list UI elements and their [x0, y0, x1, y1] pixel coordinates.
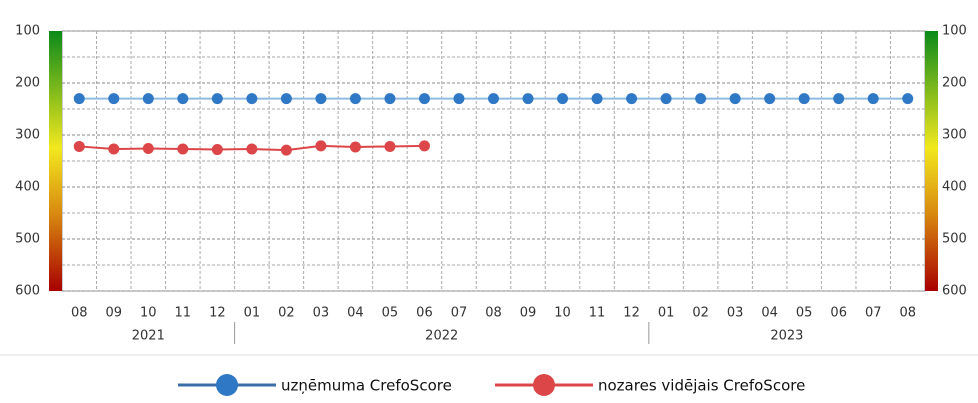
y-tick-label: 600 [15, 284, 40, 299]
data-point [108, 93, 120, 105]
x-tick-label: 05 [382, 306, 399, 321]
x-tick-label: 02 [278, 306, 295, 321]
legend-marker [533, 374, 555, 396]
data-point [280, 144, 292, 156]
y-tick-label: 400 [15, 180, 40, 195]
data-point [418, 140, 430, 152]
y-tick-label: 200 [15, 76, 40, 91]
data-point [315, 140, 327, 152]
year-label: 2021 [132, 329, 165, 344]
data-point [177, 93, 189, 105]
x-tick-label: 09 [520, 306, 537, 321]
y2-tick-label: 600 [942, 284, 967, 299]
year-label: 2023 [770, 329, 803, 344]
x-tick-label: 02 [692, 306, 709, 321]
x-tick-label: 10 [140, 306, 157, 321]
y2-tick-label: 100 [942, 24, 967, 39]
legend: uzņēmuma CrefoScore nozares vidējais Cref… [178, 374, 805, 396]
x-tick-label: 08 [71, 306, 88, 321]
data-point [418, 93, 430, 105]
x-tick-label: 07 [451, 306, 468, 321]
data-point [349, 141, 361, 153]
y2-tick-label: 200 [942, 76, 967, 91]
x-tick-label: 01 [658, 306, 675, 321]
data-point [142, 143, 154, 155]
y-tick-label: 500 [15, 232, 40, 247]
data-point [315, 93, 327, 105]
x-tick-label: 12 [623, 306, 640, 321]
x-tick-label: 05 [796, 306, 813, 321]
data-point [867, 93, 879, 105]
data-point [557, 93, 569, 105]
x-tick-label: 01 [244, 306, 261, 321]
x-tick-label: 11 [175, 306, 192, 321]
data-point [246, 93, 258, 105]
x-tick-label: 11 [589, 306, 606, 321]
x-tick-label: 06 [830, 306, 847, 321]
data-point [349, 93, 361, 105]
x-tick-label: 08 [899, 306, 916, 321]
x-tick-label: 12 [209, 306, 226, 321]
data-point [142, 93, 154, 105]
legend-marker [216, 374, 238, 396]
data-point [522, 93, 534, 105]
data-point [246, 143, 258, 155]
data-point [729, 93, 741, 105]
data-point [384, 93, 396, 105]
data-point [280, 93, 292, 105]
y2-tick-label: 500 [942, 232, 967, 247]
x-tick-label: 07 [865, 306, 882, 321]
x-tick-label: 03 [313, 306, 330, 321]
data-point [833, 93, 845, 105]
y-tick-label: 100 [15, 24, 40, 39]
x-tick-label: 04 [347, 306, 364, 321]
y2-tick-label: 300 [942, 128, 967, 143]
x-tick-label: 03 [727, 306, 744, 321]
data-point [453, 93, 465, 105]
data-point [902, 93, 914, 105]
left-score-scale [49, 31, 62, 291]
data-point [626, 93, 638, 105]
data-point [660, 93, 672, 105]
data-point [211, 144, 223, 156]
data-point [591, 93, 603, 105]
year-label: 2022 [425, 329, 458, 344]
x-tick-label: 08 [485, 306, 502, 321]
x-tick-label: 04 [761, 306, 778, 321]
y2-tick-label: 400 [942, 180, 967, 195]
x-tick-label: 09 [106, 306, 123, 321]
x-tick-label: 10 [554, 306, 571, 321]
legend-label: uzņēmuma CrefoScore [281, 377, 452, 395]
data-point [695, 93, 707, 105]
data-point [73, 93, 85, 105]
data-point [73, 140, 85, 152]
right-score-scale [925, 31, 938, 291]
data-point [764, 93, 776, 105]
data-point [177, 143, 189, 155]
data-point [798, 93, 810, 105]
x-tick-label: 06 [416, 306, 433, 321]
data-point [488, 93, 499, 105]
legend-label: nozares vidējais CrefoScore [598, 377, 805, 395]
data-point [384, 140, 396, 152]
y-tick-label: 300 [15, 128, 40, 143]
data-point [108, 143, 120, 155]
data-point [211, 93, 223, 105]
